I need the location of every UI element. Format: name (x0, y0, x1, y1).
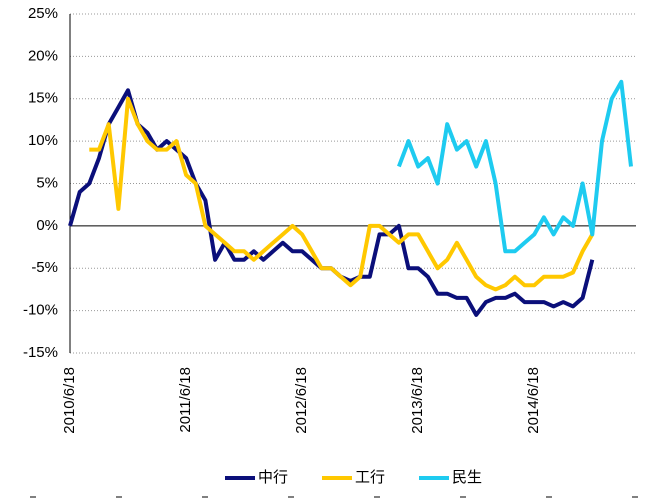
x-tick-label: 2012/6/18 (293, 367, 310, 434)
x-tick-label: 2013/6/18 (409, 367, 426, 434)
y-tick-label: 15% (28, 90, 58, 107)
x-tick-label: 2011/6/18 (177, 367, 194, 433)
x-tick-label: 2014/6/18 (525, 367, 542, 434)
legend-label: 民生 (452, 469, 482, 486)
y-tick-label: 0% (36, 217, 58, 234)
legend-label: 工行 (355, 469, 385, 486)
series-line (68, 88, 595, 317)
y-tick-label: 5% (36, 174, 58, 191)
series-line (89, 96, 595, 292)
y-tick-label: 25% (28, 5, 58, 22)
y-tick-label: -10% (23, 302, 58, 319)
y-tick-label: 10% (28, 132, 58, 149)
series-line (397, 79, 633, 254)
y-tick-label: -5% (31, 259, 58, 276)
legend-label: 中行 (258, 469, 288, 486)
y-tick-label: -15% (23, 344, 58, 361)
x-tick-label: 2010/6/18 (61, 367, 78, 434)
y-tick-label: 20% (28, 47, 58, 64)
